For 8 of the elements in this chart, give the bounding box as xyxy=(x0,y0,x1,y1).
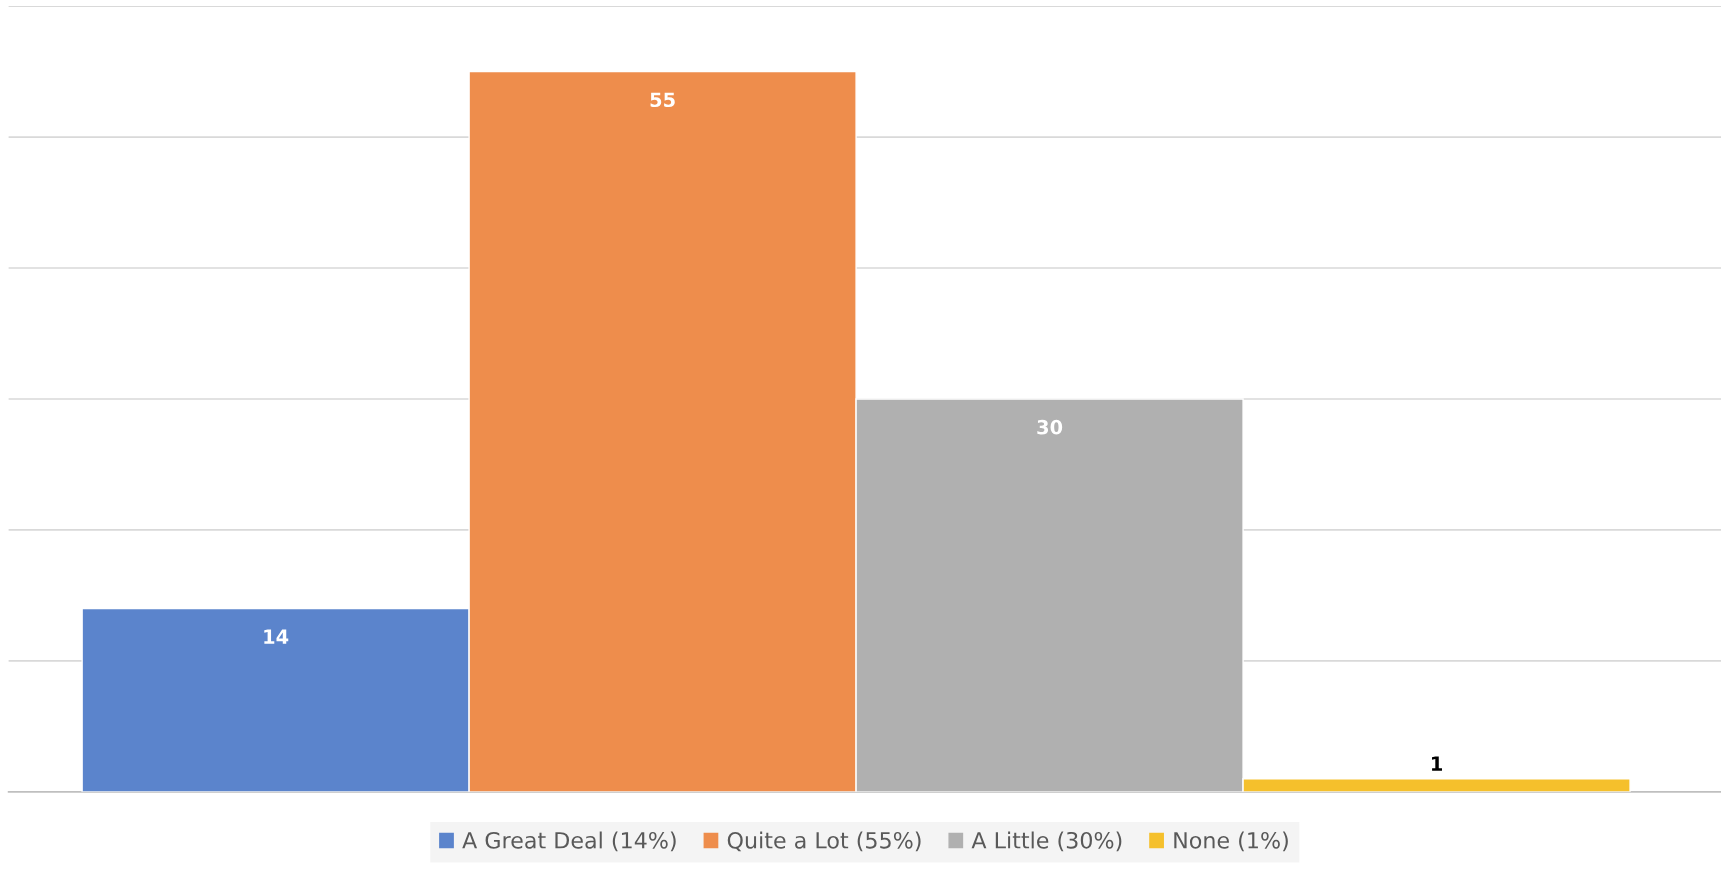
data-label: 14 xyxy=(264,629,289,644)
legend-label: Quite a Lot (55%) xyxy=(727,831,921,852)
legend-label: A Great Deal (14%) xyxy=(462,831,676,852)
data-label: 1 xyxy=(1432,756,1442,771)
data-label: 30 xyxy=(1037,419,1063,435)
data-label: 55 xyxy=(650,92,675,108)
legend-label: None (1%) xyxy=(1174,831,1288,852)
legend-label: A Little (30%) xyxy=(971,831,1122,852)
